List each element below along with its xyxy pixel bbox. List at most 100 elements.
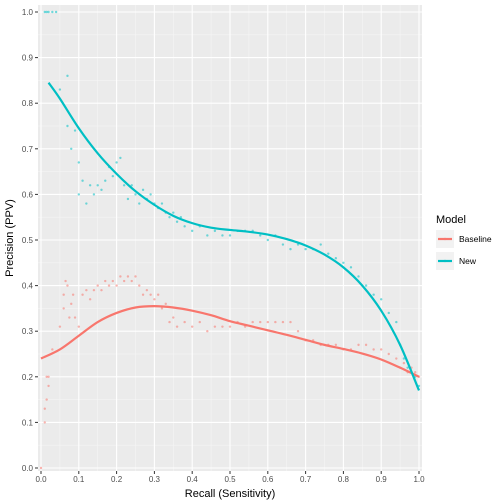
x-tick-label: 0.6 <box>262 475 274 484</box>
point-new <box>259 234 262 237</box>
point-baseline <box>153 298 156 301</box>
point-baseline <box>58 325 62 328</box>
y-tick-label: 0.4 <box>22 282 34 291</box>
x-tick-label: 1.0 <box>413 475 425 484</box>
point-baseline <box>64 279 67 283</box>
y-tick-label: 0.3 <box>22 327 34 336</box>
point-new <box>126 197 130 201</box>
point-baseline <box>387 352 390 356</box>
point-new <box>100 188 103 192</box>
point-baseline <box>357 343 360 347</box>
line-baseline <box>40 305 420 378</box>
point-new <box>387 311 390 315</box>
x-tick-label: 0.0 <box>35 475 47 484</box>
point-baseline <box>92 288 96 292</box>
point-new <box>130 184 133 187</box>
point-new <box>45 10 48 14</box>
y-tick-label: 0.2 <box>22 373 34 382</box>
point-new <box>115 161 118 164</box>
point-baseline <box>206 330 209 333</box>
point-baseline <box>62 307 65 310</box>
point-new <box>81 179 84 182</box>
point-baseline <box>47 375 50 378</box>
point-new <box>47 10 50 14</box>
point-baseline <box>191 325 194 328</box>
x-axis-title: Recall (Sensitivity) <box>185 488 275 500</box>
point-baseline <box>289 320 292 324</box>
legend-label-new: New <box>459 256 477 266</box>
point-new <box>70 147 73 150</box>
point-baseline <box>395 357 398 360</box>
point-baseline <box>45 375 48 378</box>
point-baseline <box>100 288 103 292</box>
legend-entries: Baseline New <box>436 230 492 270</box>
point-new <box>96 184 99 187</box>
axes: 0.0 0.1 0.2 0.3 0.4 0.5 0.6 0.7 0.8 0.9 1.0 0.0 0.1 0… <box>22 8 425 484</box>
point-new <box>58 88 62 91</box>
x-tick-label: 0.8 <box>338 475 350 484</box>
point-baseline <box>130 279 133 283</box>
legend-point-new <box>443 259 447 263</box>
point-baseline <box>138 284 141 287</box>
point-baseline <box>168 320 171 324</box>
y-tick-label: 1.0 <box>22 8 34 17</box>
point-baseline <box>372 348 375 351</box>
point-new <box>213 229 217 233</box>
point-new <box>73 129 77 132</box>
point-new <box>168 216 171 219</box>
x-tick-label: 0.9 <box>376 475 388 484</box>
point-new <box>172 211 175 214</box>
point-baseline <box>414 371 417 374</box>
point-new <box>183 225 186 228</box>
point-new <box>206 234 209 237</box>
point-baseline <box>70 302 73 306</box>
x-tick-label: 0.1 <box>73 475 85 484</box>
point-new <box>266 238 269 242</box>
point-baseline <box>172 316 175 319</box>
point-baseline <box>68 316 71 319</box>
y-tick-label: 0.6 <box>22 190 34 199</box>
point-new <box>66 74 69 78</box>
point-new <box>406 366 409 369</box>
point-new <box>281 243 285 246</box>
point-baseline <box>39 466 43 470</box>
point-baseline <box>160 307 164 310</box>
point-new <box>122 184 126 187</box>
point-new <box>134 193 137 196</box>
point-new <box>77 193 81 196</box>
y-tick-label: 0.0 <box>22 464 34 473</box>
smooth-curves <box>40 82 421 391</box>
point-new <box>88 184 92 187</box>
point-new <box>111 174 115 178</box>
y-tick-label: 0.7 <box>22 145 34 154</box>
point-baseline <box>266 320 269 324</box>
point-new <box>191 229 194 233</box>
point-baseline <box>81 293 84 296</box>
legend-point-baseline <box>443 237 447 241</box>
point-baseline <box>259 320 262 324</box>
point-baseline <box>71 293 75 296</box>
point-baseline <box>104 279 107 283</box>
point-new <box>66 124 69 128</box>
point-baseline <box>119 275 122 278</box>
x-tick-label: 0.3 <box>149 475 161 484</box>
point-new <box>319 243 322 246</box>
point-baseline <box>66 284 69 287</box>
point-new <box>402 357 406 360</box>
point-new <box>349 266 353 269</box>
point-new <box>85 202 88 205</box>
point-new <box>160 202 164 205</box>
point-baseline <box>77 325 81 328</box>
point-baseline <box>88 298 92 301</box>
point-baseline <box>43 421 46 424</box>
point-baseline <box>73 316 77 319</box>
point-baseline <box>126 275 130 278</box>
point-new <box>77 161 81 164</box>
point-new <box>104 179 107 182</box>
point-baseline <box>115 284 118 287</box>
point-baseline <box>85 288 88 292</box>
y-tick-label: 0.5 <box>22 236 34 245</box>
point-new <box>92 193 96 196</box>
point-new <box>372 293 375 296</box>
